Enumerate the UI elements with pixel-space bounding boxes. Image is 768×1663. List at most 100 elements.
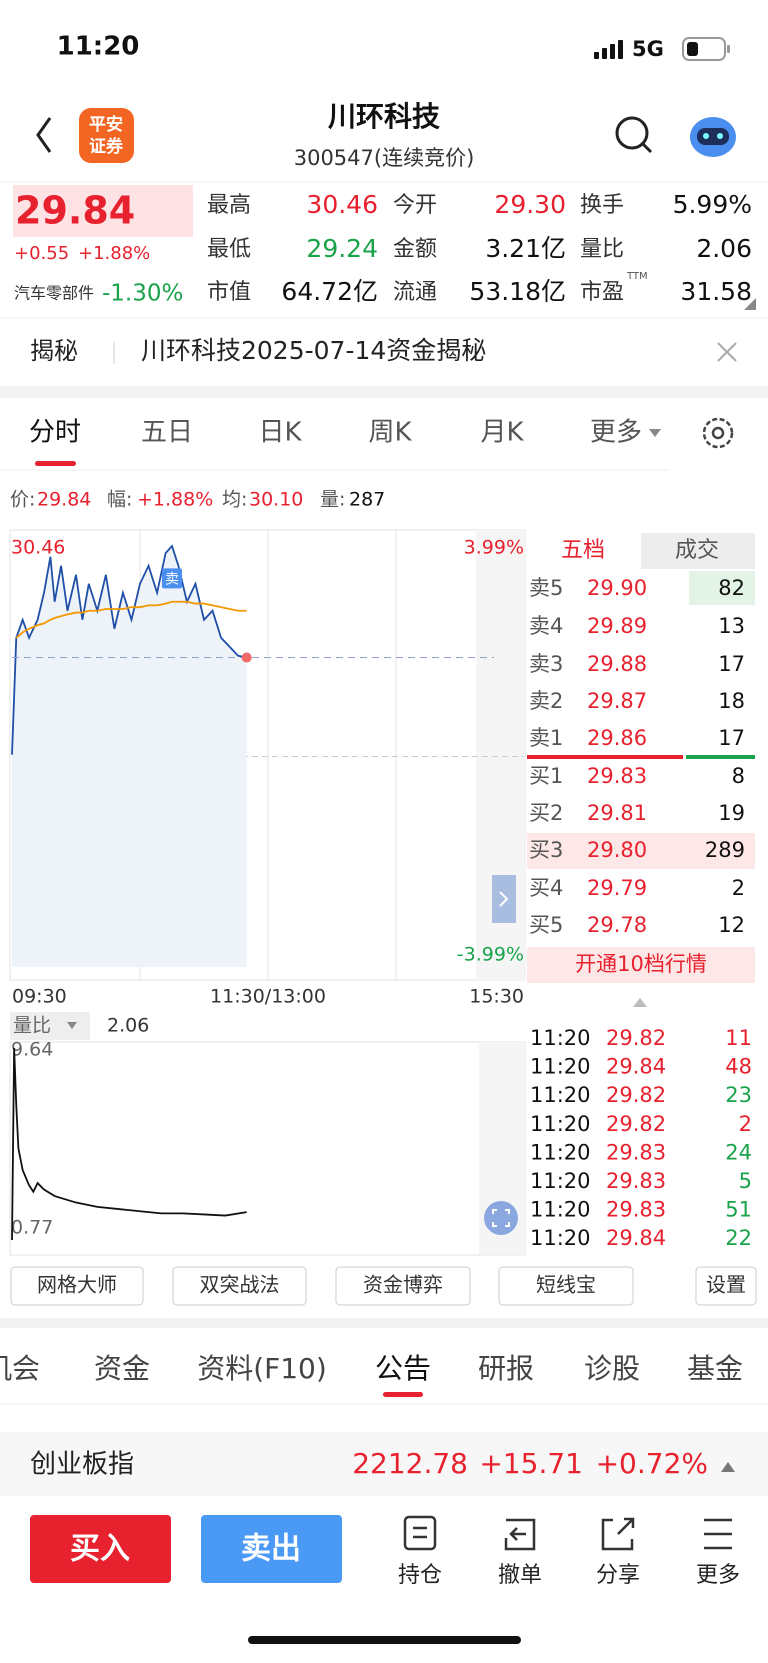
tab-indicator [383, 1392, 423, 1397]
price-area [12, 546, 247, 967]
info-tab[interactable]: 资金 [94, 1352, 150, 1385]
sell-button[interactable] [201, 1515, 342, 1583]
stat-value: 64.72亿 [281, 277, 378, 306]
index-bar[interactable] [0, 1432, 768, 1496]
trade-volume: 22 [725, 1226, 752, 1250]
stat-label: 今开 [393, 193, 437, 218]
tool-button[interactable] [695, 1266, 757, 1306]
trade-volume: 23 [725, 1083, 752, 1107]
sector-name: 汽车零部件 [14, 284, 94, 303]
trade-volume: 11 [725, 1026, 752, 1050]
upgrade-label[interactable]: 开通10档行情 [575, 952, 707, 976]
book-price: 29.80 [587, 838, 647, 862]
chart-frame [9, 1041, 526, 1256]
sector-change: -1.30% [102, 281, 183, 307]
action-label[interactable]: 更多 [696, 1563, 740, 1588]
trade-price: 29.83 [606, 1169, 666, 1193]
tool-button[interactable] [10, 1266, 144, 1306]
tool-button[interactable] [498, 1266, 634, 1306]
stat-label: 流通 [393, 280, 437, 305]
trade-volume: 48 [725, 1055, 752, 1079]
chart-tab[interactable]: 日K [258, 418, 302, 448]
book-price: 29.86 [587, 726, 647, 750]
index-name: 创业板指 [30, 1450, 134, 1480]
tab[interactable] [527, 533, 641, 569]
stat-label: 最低 [207, 237, 251, 262]
action-label[interactable]: 撤单 [498, 1563, 542, 1588]
trade-price: 29.84 [606, 1055, 666, 1079]
trade-price: 29.83 [606, 1140, 666, 1164]
spacer [0, 1318, 768, 1328]
settings-button[interactable] [702, 417, 734, 449]
dropdown-arrow [649, 429, 661, 437]
x-tick-label: 09:30 [12, 986, 67, 1008]
stat-label: 金额 [393, 237, 437, 262]
book-label: 卖2 [529, 689, 563, 713]
tool-button[interactable] [335, 1266, 471, 1306]
trade-time: 11:20 [530, 1226, 591, 1250]
row-highlight [527, 833, 755, 869]
trade-volume: 5 [739, 1169, 752, 1193]
info-tab[interactable]: 诊股 [584, 1352, 640, 1385]
expand-arrow[interactable] [721, 1462, 735, 1472]
buy-button[interactable] [30, 1515, 171, 1583]
search-button[interactable] [615, 116, 653, 154]
chart-tab[interactable]: 更多 [590, 418, 642, 448]
chart-tab[interactable]: 五日 [141, 418, 193, 448]
info-tab[interactable]: 研报 [478, 1352, 534, 1385]
info-tab[interactable]: 公告 [375, 1352, 431, 1385]
tool-label: 网格大师 [37, 1273, 117, 1297]
book-price: 29.81 [587, 801, 647, 825]
info-tab[interactable]: 基金 [687, 1352, 743, 1385]
book-volume: 13 [718, 614, 745, 638]
trade-time: 11:20 [530, 1026, 591, 1050]
tool-button[interactable] [172, 1266, 307, 1306]
info-tab[interactable]: 资料(F10) [197, 1352, 327, 1385]
trade-price: 29.84 [606, 1226, 666, 1250]
stat-label: 量比 [580, 237, 624, 262]
last-price: 29.84 [15, 189, 135, 233]
logo-text: 平安 [89, 114, 123, 135]
book-label: 买3 [529, 838, 563, 862]
y2-tick-label: -3.99% [457, 944, 524, 966]
price-change-pct: +1.88% [78, 243, 150, 264]
assistant-button[interactable] [690, 117, 736, 157]
back-button[interactable] [36, 117, 52, 153]
stat-value: 31.58 [680, 277, 752, 306]
chart-tab[interactable]: 分时 [29, 418, 81, 448]
trade-volume: 51 [725, 1198, 752, 1222]
scroll-up[interactable] [633, 998, 647, 1007]
book-tab: 成交 [675, 538, 719, 563]
action-label[interactable]: 持仓 [398, 1563, 442, 1588]
close-button[interactable] [717, 342, 737, 362]
book-volume: 19 [718, 801, 745, 825]
trade-time: 11:20 [530, 1055, 591, 1079]
action-label[interactable]: 分享 [596, 1563, 640, 1588]
action-icons [403, 1515, 732, 1551]
book-label: 卖4 [529, 614, 563, 638]
expand-chart[interactable] [492, 875, 516, 923]
info-tab[interactable]: 机会 [0, 1352, 40, 1385]
stat-value: 5.99% [673, 190, 752, 219]
dropdown-arrow [67, 1022, 77, 1029]
indicator-select[interactable] [10, 1012, 90, 1040]
fullscreen-icon [492, 1209, 510, 1227]
book-label: 买4 [529, 876, 563, 900]
stat-value: 30.46 [306, 190, 378, 219]
chart-tab[interactable]: 周K [368, 418, 412, 448]
trade-price: 29.83 [606, 1198, 666, 1222]
stat-value: 3.21亿 [485, 234, 566, 263]
y2-tick-label: 3.99% [464, 537, 524, 559]
signal-icon [594, 40, 623, 59]
y-tick-label: 30.46 [11, 537, 65, 559]
fullscreen-button[interactable] [484, 1201, 518, 1235]
stat-value: 2.06 [696, 234, 752, 263]
tab[interactable] [641, 533, 755, 569]
chart-tab[interactable]: 月K [480, 418, 524, 448]
volume-bar [689, 571, 755, 605]
upgrade-button[interactable] [527, 947, 755, 983]
book-divider-ask [527, 755, 683, 759]
trade-time: 11:20 [530, 1169, 591, 1193]
